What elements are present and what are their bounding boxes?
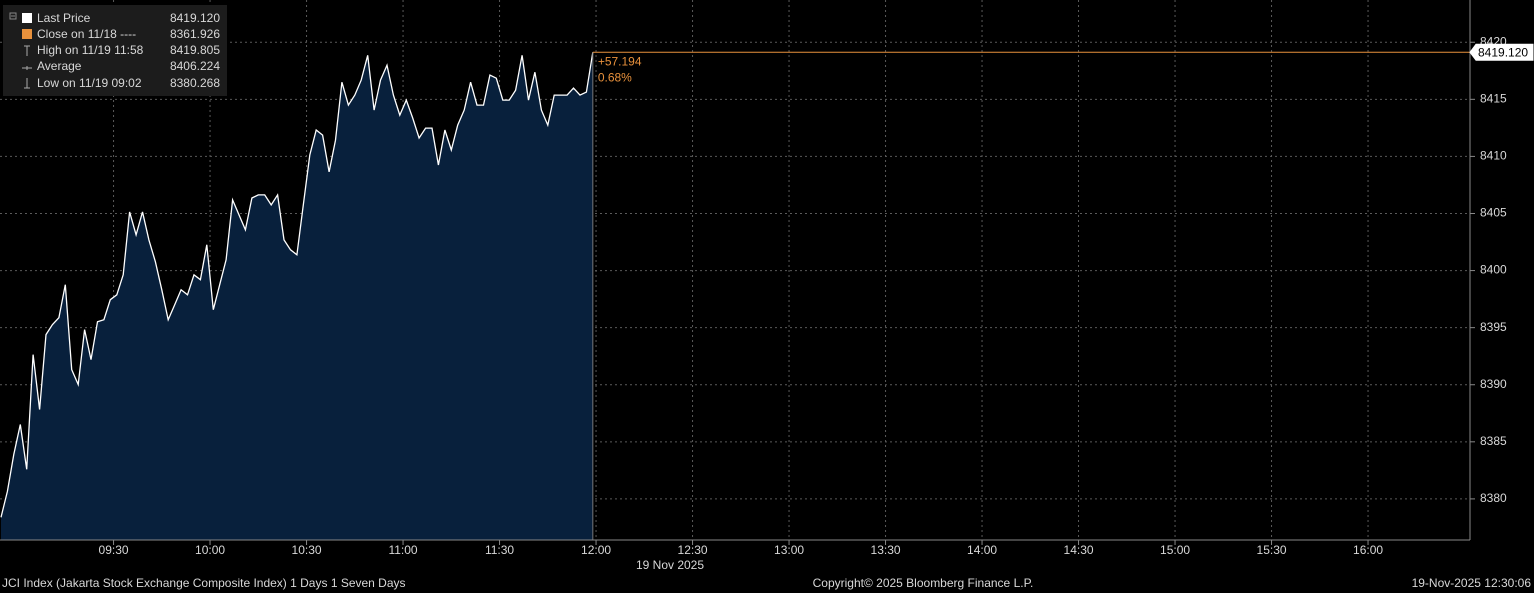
legend-icon <box>22 66 32 70</box>
legend-icon <box>24 78 30 89</box>
y-tick-label: 8385 <box>1480 434 1507 448</box>
legend-value: 8406.224 <box>170 59 220 73</box>
y-tick-label: 8380 <box>1480 491 1507 505</box>
x-tick-label: 16:00 <box>1353 543 1383 557</box>
legend-label: Close on 11/18 ---- <box>37 27 136 41</box>
legend-box <box>3 5 227 96</box>
x-tick-label: 11:30 <box>485 543 514 557</box>
x-axis-label: 19 Nov 2025 <box>636 558 704 572</box>
price-tag-label: 8419.120 <box>1478 45 1528 59</box>
y-tick-label: 8415 <box>1480 91 1507 105</box>
legend-label: Average <box>37 59 82 73</box>
footer-center: Copyright© 2025 Bloomberg Finance L.P. <box>813 576 1034 590</box>
axes: 83808385839083958400840584108415842009:3… <box>99 34 1534 557</box>
y-tick-label: 8400 <box>1480 263 1507 277</box>
x-tick-label: 10:30 <box>292 543 322 557</box>
change-pct-label: 0.68% <box>598 70 632 84</box>
area <box>1 52 593 541</box>
legend-icon <box>24 45 30 56</box>
footer-left: JCI Index (Jakarta Stock Exchange Compos… <box>2 576 406 590</box>
x-tick-label: 12:30 <box>678 543 708 557</box>
plot: +57.194 0.68% <box>0 51 1470 541</box>
price-tag <box>1469 43 1534 61</box>
y-tick-label: 8410 <box>1480 149 1507 163</box>
legend-label: Low on 11/19 09:02 <box>37 76 142 90</box>
legend-value: 8361.926 <box>170 27 220 41</box>
y-tick-label: 8390 <box>1480 377 1507 391</box>
x-tick-label: 15:00 <box>1160 543 1190 557</box>
y-tick-label: 8405 <box>1480 206 1507 220</box>
x-tick-label: 14:30 <box>1064 543 1094 557</box>
footer-right: 19-Nov-2025 12:30:06 <box>1412 576 1532 590</box>
x-tick-label: 11:00 <box>388 543 417 557</box>
change-label: +57.194 <box>598 54 642 68</box>
x-tick-label: 13:00 <box>774 543 804 557</box>
legend-icon <box>22 29 32 39</box>
legend-value: 8419.805 <box>170 43 220 57</box>
y-tick-label: 8395 <box>1480 320 1507 334</box>
x-tick-label: 10:00 <box>195 543 225 557</box>
legend-collapse[interactable] <box>9 12 17 20</box>
legend-value: 8419.120 <box>170 11 220 25</box>
x-tick-label: 13:30 <box>871 543 901 557</box>
x-tick-label: 12:00 <box>581 543 611 557</box>
x-tick-label: 15:30 <box>1257 543 1287 557</box>
x-tick-label: 14:00 <box>967 543 997 557</box>
legend-value: 8380.268 <box>170 76 220 90</box>
legend-icon <box>22 13 32 23</box>
legend: Last Price 8419.120 Close on 11/18 ---- … <box>3 5 227 96</box>
legend-label: High on 11/19 11:58 <box>37 43 144 57</box>
line <box>0 52 594 518</box>
legend-label: Last Price <box>37 11 91 25</box>
x-tick-label: 09:30 <box>99 543 129 557</box>
